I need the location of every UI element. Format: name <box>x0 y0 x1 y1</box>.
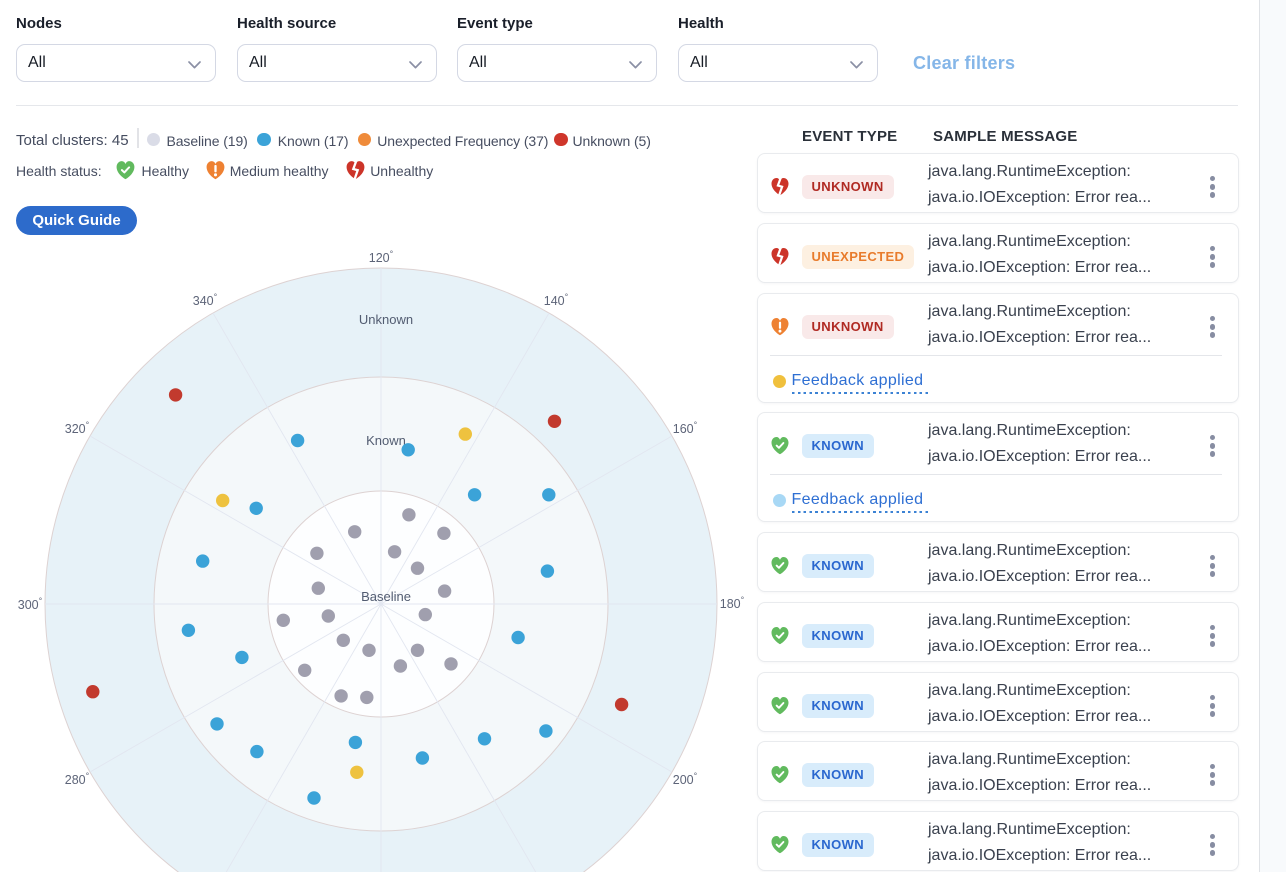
svg-text:320°: 320° <box>65 420 90 436</box>
svg-text:280°: 280° <box>65 771 90 787</box>
svg-text:200°: 200° <box>673 771 698 787</box>
svg-text:300°: 300° <box>18 596 43 612</box>
svg-text:Known: Known <box>366 433 406 448</box>
svg-text:340°: 340° <box>193 292 218 308</box>
svg-text:180°: 180° <box>720 595 745 611</box>
svg-text:160°: 160° <box>673 420 698 436</box>
svg-text:140°: 140° <box>544 292 569 308</box>
svg-text:Baseline: Baseline <box>361 589 411 604</box>
svg-text:120°: 120° <box>369 249 394 265</box>
svg-text:Unknown: Unknown <box>359 312 413 327</box>
